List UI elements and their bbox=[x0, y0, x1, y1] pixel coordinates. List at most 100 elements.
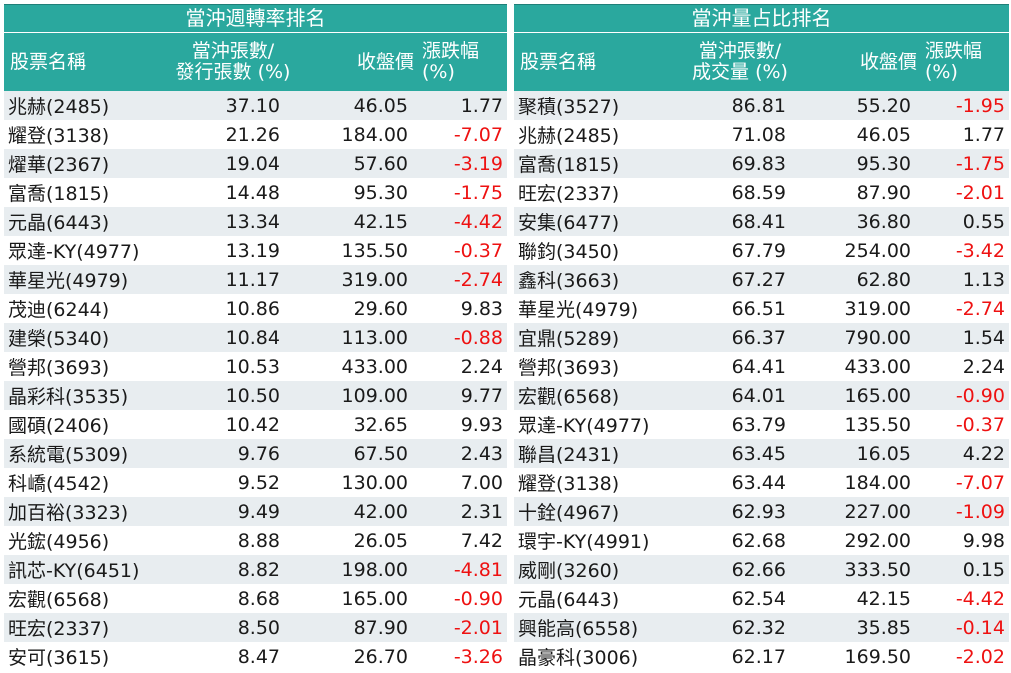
stock-name-cell: 眾達-KY(4977) bbox=[8, 241, 140, 263]
ratio-cell: 64.01 bbox=[660, 381, 808, 410]
close-price-cell: 16.05 bbox=[808, 439, 919, 468]
ratio-cell: 62.93 bbox=[660, 497, 808, 526]
close-price-cell: 254.00 bbox=[844, 239, 911, 262]
table-row: 環宇-KY(4991) 62.68 292.00 9.98 bbox=[514, 526, 1009, 555]
change-pct-cell: 9.77 bbox=[416, 381, 507, 410]
table-row: 宜鼎(5289) 66.37 790.00 1.54 bbox=[514, 323, 1009, 352]
table-row: 兆赫(2485) 37.10 46.05 1.77 bbox=[4, 91, 507, 120]
stock-name-cell: 富喬(1815) bbox=[514, 149, 660, 178]
change-pct-cell: 2.31 bbox=[416, 497, 507, 526]
ratio-cell: 64.41 bbox=[731, 355, 786, 378]
close-price-cell: 26.05 bbox=[353, 529, 408, 552]
close-price-cell: 29.60 bbox=[353, 297, 408, 320]
close-price-cell: 790.00 bbox=[808, 323, 919, 352]
ratio-cell: 10.86 bbox=[225, 297, 280, 320]
ratio-cell: 62.68 bbox=[731, 529, 786, 552]
header-ratio-line2: 發行張數 (%) bbox=[175, 61, 291, 83]
table-row: 茂迪(6244) 10.86 29.60 9.83 bbox=[4, 294, 507, 323]
close-price-cell: 46.05 bbox=[302, 91, 416, 120]
close-price-cell: 165.00 bbox=[808, 381, 919, 410]
table-row: 富喬(1815) 69.83 95.30 -1.75 bbox=[514, 149, 1009, 178]
table-row: 富喬(1815) 14.48 95.30 -1.75 bbox=[4, 178, 507, 207]
close-price-cell: 433.00 bbox=[844, 355, 911, 378]
panel-title: 當沖量占比排名 bbox=[514, 4, 1009, 32]
table-row: 光鋐(4956) 8.88 26.05 7.42 bbox=[4, 526, 507, 555]
ratio-cell: 71.08 bbox=[731, 123, 786, 146]
table-row: 加百裕(3323) 9.49 42.00 2.31 bbox=[4, 497, 507, 526]
close-price-cell: 95.30 bbox=[353, 181, 408, 204]
table-row: 安可(3615) 8.47 26.70 -3.26 bbox=[4, 642, 507, 671]
close-price-cell: 36.80 bbox=[808, 207, 919, 236]
table-row: 眾達-KY(4977) 63.79 135.50 -0.37 bbox=[514, 410, 1009, 439]
table-row: 華星光(4979) 66.51 319.00 -2.74 bbox=[514, 294, 1009, 323]
close-price-cell: 32.65 bbox=[353, 413, 408, 436]
change-pct-cell: -3.26 bbox=[453, 645, 503, 668]
table-row: 威剛(3260) 62.66 333.50 0.15 bbox=[514, 555, 1009, 584]
change-pct-cell: -2.02 bbox=[955, 645, 1005, 668]
close-price-cell: 319.00 bbox=[302, 265, 416, 294]
stock-name-cell: 聚積(3527) bbox=[514, 91, 660, 120]
table-row: 國碩(2406) 10.42 32.65 9.93 bbox=[4, 410, 507, 439]
close-price-cell: 95.30 bbox=[808, 149, 919, 178]
ratio-cell: 63.45 bbox=[660, 439, 808, 468]
header-close-price: 收盤價 bbox=[356, 50, 414, 73]
table-row: 晶豪科(3006) 62.17 169.50 -2.02 bbox=[514, 642, 1009, 671]
ratio-cell: 63.79 bbox=[731, 413, 786, 436]
close-price-cell: 227.00 bbox=[808, 497, 919, 526]
header-ratio-line1: 當沖張數/ bbox=[191, 40, 275, 62]
ratio-cell: 19.04 bbox=[152, 149, 302, 178]
table-row: 訊芯-KY(6451) 8.82 198.00 -4.81 bbox=[4, 555, 507, 584]
close-price-cell: 42.15 bbox=[856, 587, 911, 610]
ratio-cell: 66.37 bbox=[660, 323, 808, 352]
table-row: 聯鈞(3450) 67.79 254.00 -3.42 bbox=[514, 236, 1009, 265]
change-pct-cell: 9.98 bbox=[962, 529, 1005, 552]
ratio-cell: 8.82 bbox=[152, 555, 302, 584]
change-pct-cell: -2.01 bbox=[955, 181, 1005, 204]
header-ratio: 當沖張數/發行張數 (%) bbox=[158, 33, 308, 91]
stock-name-cell: 耀登(3138) bbox=[518, 473, 620, 495]
close-price-cell: 42.15 bbox=[302, 207, 416, 236]
change-pct-cell: 0.55 bbox=[919, 207, 1009, 236]
change-pct-cell: -1.75 bbox=[453, 181, 503, 204]
close-price-cell: 292.00 bbox=[844, 529, 911, 552]
stock-name-cell: 聯昌(2431) bbox=[514, 439, 660, 468]
table-row: 宏觀(6568) 8.68 165.00 -0.90 bbox=[4, 584, 507, 613]
change-pct-cell: -0.37 bbox=[955, 413, 1005, 436]
ratio-cell: 68.41 bbox=[660, 207, 808, 236]
ratio-cell: 66.51 bbox=[731, 297, 786, 320]
ratio-cell: 69.83 bbox=[660, 149, 808, 178]
change-pct-cell: -0.14 bbox=[919, 613, 1009, 642]
header-ratio-line1: 當沖張數/ bbox=[698, 40, 782, 62]
stock-name-cell: 晶豪科(3006) bbox=[518, 647, 639, 669]
column-header-row: 股票名稱 當沖張數/發行張數 (%) 收盤價 漲跌幅 (%) bbox=[4, 32, 507, 91]
table-row: 華星光(4979) 11.17 319.00 -2.74 bbox=[4, 265, 507, 294]
ratio-cell: 9.52 bbox=[237, 471, 280, 494]
stock-name-cell: 鑫科(3663) bbox=[514, 265, 660, 294]
ratio-cell: 13.34 bbox=[152, 207, 302, 236]
ratio-cell: 8.50 bbox=[152, 613, 302, 642]
stock-name-cell: 華星光(4979) bbox=[518, 299, 639, 321]
change-pct-cell: -0.90 bbox=[453, 587, 503, 610]
stock-name-cell: 建榮(5340) bbox=[4, 323, 152, 352]
table-row: 旺宏(2337) 68.59 87.90 -2.01 bbox=[514, 178, 1009, 207]
change-pct-cell: 7.42 bbox=[460, 529, 503, 552]
stock-name-cell: 聯鈞(3450) bbox=[518, 241, 620, 263]
ratio-cell: 67.79 bbox=[731, 239, 786, 262]
close-price-cell: 130.00 bbox=[341, 471, 408, 494]
change-pct-cell: -2.74 bbox=[955, 297, 1005, 320]
stock-name-cell: 富喬(1815) bbox=[8, 183, 110, 205]
close-price-cell: 46.05 bbox=[856, 123, 911, 146]
change-pct-cell: -4.42 bbox=[955, 587, 1005, 610]
close-price-cell: 113.00 bbox=[302, 323, 416, 352]
table-row: 燿華(2367) 19.04 57.60 -3.19 bbox=[4, 149, 507, 178]
header-stock-name: 股票名稱 bbox=[520, 50, 597, 73]
close-price-cell: 184.00 bbox=[341, 123, 408, 146]
table-row: 旺宏(2337) 8.50 87.90 -2.01 bbox=[4, 613, 507, 642]
table-row: 元晶(6443) 13.34 42.15 -4.42 bbox=[4, 207, 507, 236]
ratio-cell: 9.76 bbox=[152, 439, 302, 468]
ratio-cell: 8.47 bbox=[237, 645, 280, 668]
change-pct-cell: 1.13 bbox=[919, 265, 1009, 294]
ratio-cell: 62.17 bbox=[731, 645, 786, 668]
change-pct-cell: -4.42 bbox=[416, 207, 507, 236]
ratio-cell: 68.59 bbox=[731, 181, 786, 204]
